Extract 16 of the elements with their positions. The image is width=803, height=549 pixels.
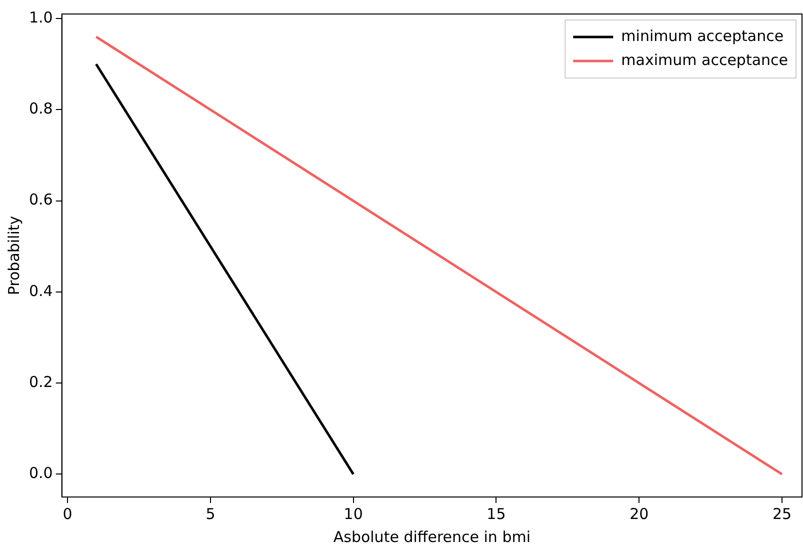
y-tick-label: 0.6 — [28, 190, 53, 209]
x-tick-label: 20 — [630, 504, 649, 523]
y-tick-label: 0.2 — [28, 372, 53, 391]
x-tick-label: 25 — [772, 504, 792, 523]
y-axis-title: Probability — [4, 216, 23, 296]
x-tick-label: 5 — [206, 504, 216, 523]
x-axis-title: Asbolute difference in bmi — [333, 528, 530, 546]
legend-label: maximum acceptance — [621, 50, 788, 69]
y-tick-label: 0.0 — [28, 464, 53, 482]
legend-label: minimum acceptance — [621, 26, 784, 45]
x-tick-label: 15 — [486, 504, 506, 523]
x-tick-label: 10 — [344, 504, 363, 523]
x-tick-label: 0 — [62, 504, 72, 523]
y-tick-label: 0.4 — [28, 282, 53, 300]
y-tick-label: 1.0 — [28, 8, 53, 26]
y-tick-label: 0.8 — [28, 100, 53, 118]
